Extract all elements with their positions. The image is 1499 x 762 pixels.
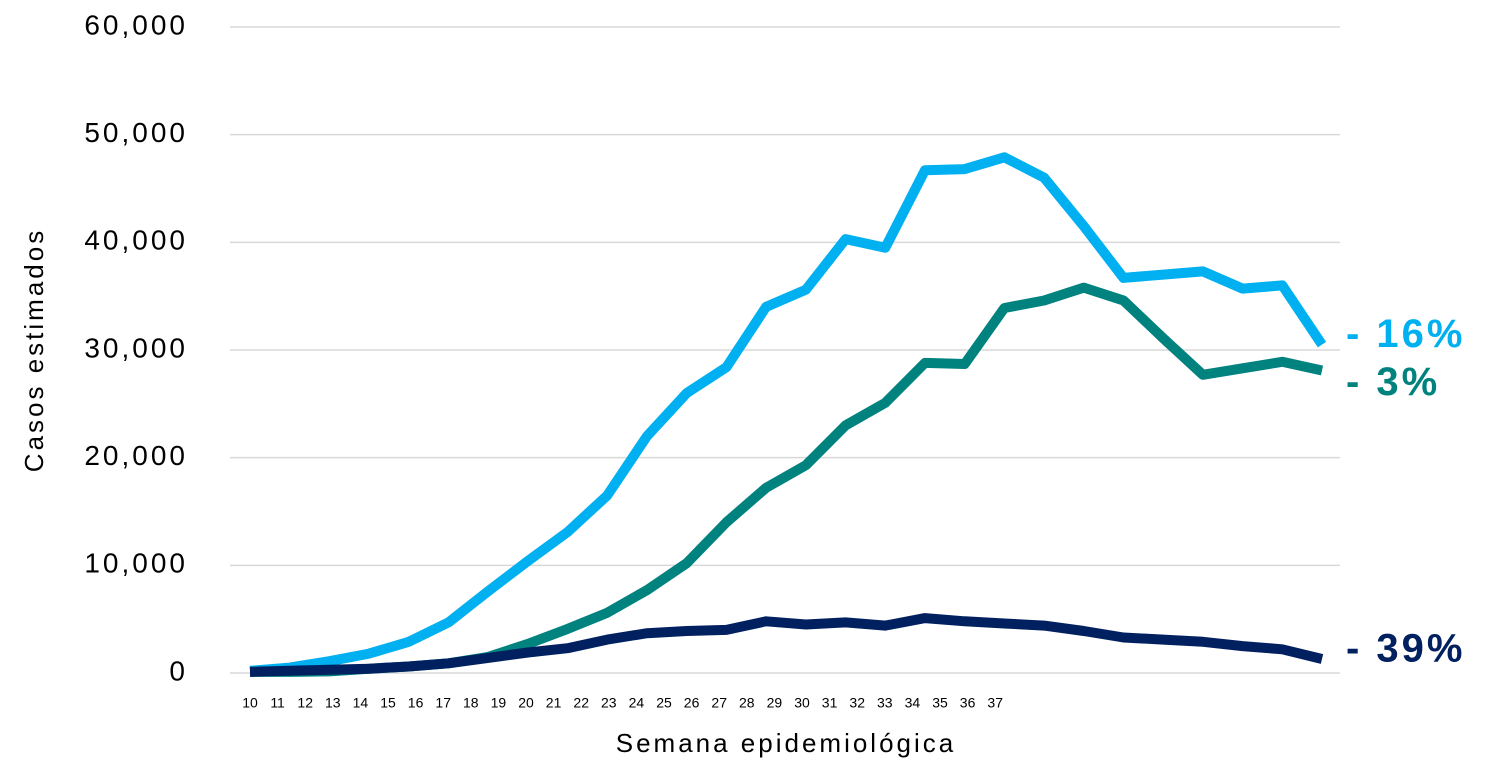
end-label: - 16%: [1346, 312, 1466, 356]
x-tick-label: 12: [297, 695, 313, 711]
x-tick-label: 30: [794, 695, 810, 711]
x-tick-label: 16: [408, 695, 424, 711]
y-tick-label: 50,000: [84, 117, 188, 148]
x-tick-label: 10: [242, 695, 258, 711]
x-tick-label: 37: [987, 695, 1003, 711]
x-tick-label: 32: [849, 695, 865, 711]
x-tick-label: 23: [601, 695, 617, 711]
y-tick-label: 20,000: [84, 440, 188, 471]
x-tick-label: 17: [435, 695, 451, 711]
x-tick-label: 25: [656, 695, 672, 711]
series-line: [249, 613, 1324, 677]
x-tick-label: 11: [270, 695, 285, 711]
y-tick-label: 30,000: [84, 332, 188, 363]
series-line: [249, 152, 1327, 676]
y-tick-label: 0: [169, 655, 188, 686]
end-label: - 39%: [1346, 627, 1466, 671]
y-tick-label: 60,000: [84, 9, 188, 40]
x-tick-label: 18: [463, 695, 479, 711]
x-tick-label: 29: [767, 695, 783, 711]
x-tick-label: 22: [573, 695, 589, 711]
x-tick-label: 35: [932, 695, 948, 711]
series-line: [250, 282, 1324, 677]
x-tick-label: 24: [629, 695, 645, 711]
y-tick-label: 40,000: [84, 225, 188, 256]
y-tick-label: 10,000: [84, 548, 188, 579]
x-tick-label: 15: [380, 695, 396, 711]
x-tick-label: 20: [518, 695, 534, 711]
x-tick-label: 33: [877, 695, 893, 711]
x-tick-label: 27: [711, 695, 727, 711]
x-tick-label: 13: [325, 695, 341, 711]
y-axis-title: Casos estimados: [19, 228, 49, 472]
x-tick-label: 26: [684, 695, 700, 711]
x-tick-label: 19: [491, 695, 507, 711]
x-axis-title: Semana epidemiológica: [616, 728, 957, 758]
x-tick-label: 21: [546, 695, 562, 711]
x-tick-label: 34: [905, 695, 921, 711]
x-tick-label: 31: [822, 695, 838, 711]
x-tick-label: 14: [353, 695, 369, 711]
end-label: - 3%: [1346, 360, 1440, 404]
x-tick-label: 28: [739, 695, 755, 711]
x-tick-label: 36: [960, 695, 976, 711]
